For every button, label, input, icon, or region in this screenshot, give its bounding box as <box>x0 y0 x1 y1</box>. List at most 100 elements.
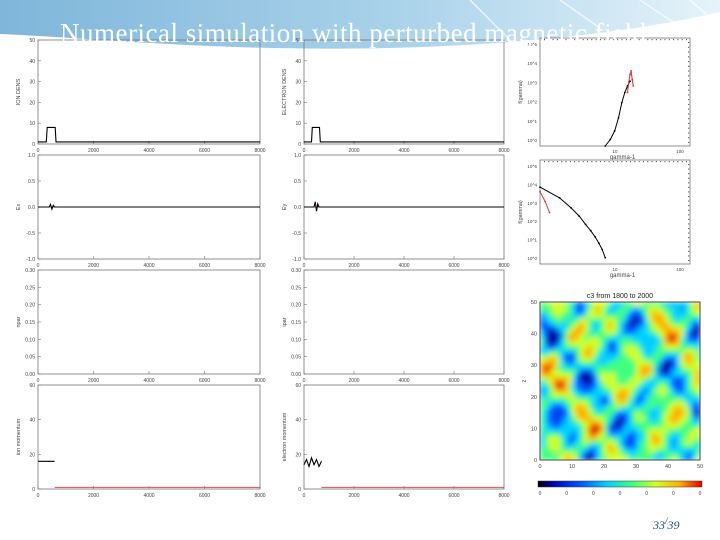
right-minor-tick <box>688 255 690 257</box>
heatmap-cell <box>676 365 681 370</box>
heatmap-cell <box>588 361 593 366</box>
heatmap-cell <box>676 404 681 410</box>
heatmap-cell <box>560 381 565 386</box>
heatmap-cell <box>580 329 585 335</box>
heatmap-cell <box>608 432 613 437</box>
heatmap-cell <box>572 329 577 335</box>
heatmap-cell <box>668 456 673 460</box>
heatmap-cell <box>664 452 669 457</box>
heatmap-cell <box>620 317 625 323</box>
heatmap-cell <box>628 361 633 366</box>
top-minor-tick <box>686 161 687 163</box>
heatmap-cell <box>696 325 700 331</box>
heatmap-cell <box>600 333 605 339</box>
heatmap-cell <box>668 452 673 457</box>
heatmap-cell <box>580 404 585 410</box>
heatmap-cell <box>684 309 689 315</box>
heatmap-cell <box>564 448 569 453</box>
heatmap-cell <box>596 420 601 426</box>
heatmap-cell <box>648 408 653 414</box>
heatmap-cell <box>668 424 673 429</box>
heatmap-cell <box>624 384 629 390</box>
heatmap-cell <box>696 373 700 378</box>
heatmap-cell <box>608 440 613 445</box>
heatmap-cell <box>676 305 681 311</box>
heatmap-cell <box>644 377 649 382</box>
heatmap-cell <box>616 444 621 449</box>
heatmap-cell <box>676 321 681 327</box>
heatmap-cell <box>664 400 669 406</box>
heatmap-cell <box>660 302 665 307</box>
heatmap-cell <box>568 412 573 418</box>
heatmap-cell <box>620 420 625 426</box>
heatmap-cell <box>552 392 557 398</box>
heatmap-cell <box>624 357 629 362</box>
heatmap-cell <box>692 404 697 410</box>
heatmap-cell <box>600 444 605 449</box>
heatmap-cell <box>688 452 693 457</box>
heatmap-cell <box>676 373 681 378</box>
heatmap-cell <box>680 416 685 422</box>
heatmap-cell <box>644 444 649 449</box>
heatmap-cell <box>652 448 657 453</box>
x-axis-label: gamma-1 <box>610 155 636 161</box>
heatmap-cell <box>620 456 625 460</box>
heatmap-cell <box>560 341 565 347</box>
heatmap-cell <box>696 400 700 406</box>
heatmap-cell <box>632 428 637 433</box>
heatmap-cell <box>540 313 545 319</box>
heatmap-cell <box>676 325 681 331</box>
top-minor-tick <box>668 39 670 41</box>
heatmap-cell <box>668 412 673 418</box>
heatmap-cell <box>604 412 609 418</box>
heatmap-cell <box>600 345 605 350</box>
heatmap-cell <box>604 400 609 406</box>
heatmap-cell <box>552 353 557 358</box>
right-minor-tick <box>688 103 690 105</box>
heatmap-cell <box>692 333 697 339</box>
heatmap-cell <box>672 448 677 453</box>
heatmap-cell <box>616 440 621 445</box>
heatmap-cell <box>640 448 645 453</box>
heatmap-cell <box>544 456 549 460</box>
series-point <box>570 207 572 209</box>
right-minor-tick <box>688 142 690 143</box>
heatmap-cell <box>556 361 561 366</box>
heatmap-cell <box>588 333 593 339</box>
heatmap-cell <box>644 329 649 335</box>
heatmap-cell <box>544 436 549 441</box>
top-minor-tick <box>677 161 679 163</box>
heatmap-cell <box>552 448 557 453</box>
heatmap-cell <box>564 369 569 374</box>
heatmap-cell <box>648 345 653 350</box>
heatmap-cell <box>612 313 617 319</box>
heatmap-cell <box>672 412 677 418</box>
heatmap-cell <box>668 345 673 350</box>
heatmap-cell <box>564 349 569 354</box>
x-tick-label: 4000 <box>398 148 409 154</box>
heatmap-cell <box>656 440 661 445</box>
heatmap-cell <box>580 302 585 307</box>
x-tick-label: 0 <box>37 263 40 269</box>
heatmap-cell <box>604 309 609 315</box>
top-minor-tick <box>612 39 614 41</box>
heatmap-cell <box>660 412 665 418</box>
heatmap-cell <box>576 436 581 441</box>
heatmap-cell <box>576 353 581 358</box>
heatmap-cell <box>596 392 601 398</box>
heatmap-cell <box>680 436 685 441</box>
heatmap-cell <box>584 416 589 422</box>
heatmap-cell <box>624 329 629 335</box>
heatmap-cell <box>632 341 637 347</box>
heatmap-cell <box>688 341 693 347</box>
heatmap-cell <box>616 302 621 307</box>
colorbar-tick-label: 0 <box>539 491 542 497</box>
heatmap-cell <box>664 361 669 366</box>
heatmap-cell <box>676 392 681 398</box>
series-point <box>626 91 629 94</box>
heatmap-cell <box>608 309 613 315</box>
heatmap-cell <box>612 400 617 406</box>
series-point <box>604 256 607 259</box>
heatmap-cell <box>640 309 645 315</box>
heatmap-cell <box>572 325 577 331</box>
